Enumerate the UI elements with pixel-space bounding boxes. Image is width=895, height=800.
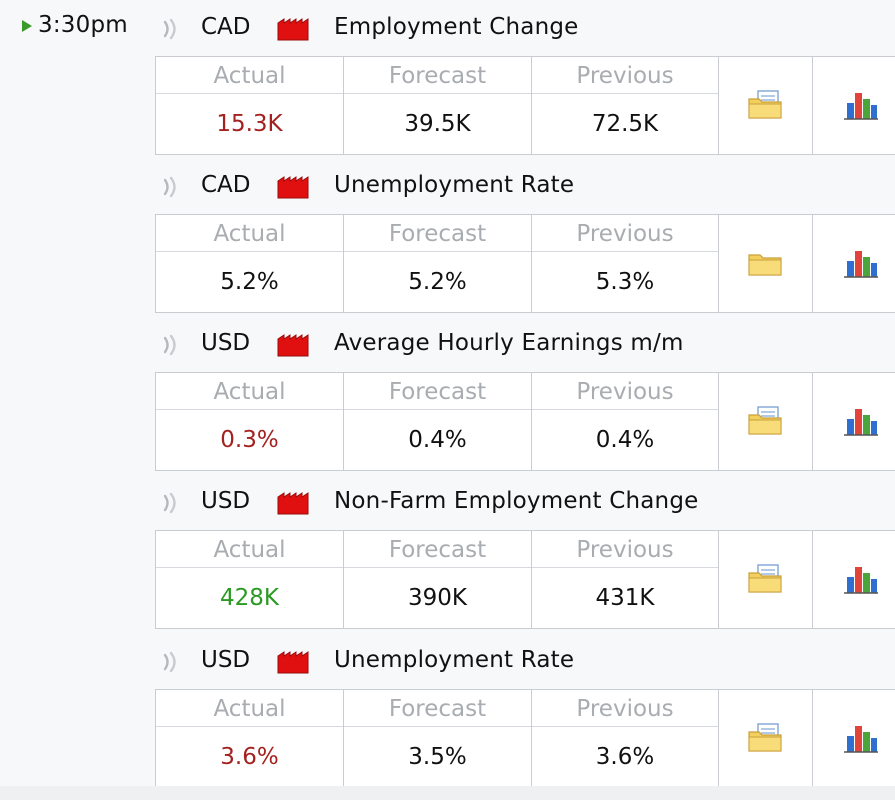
previous-header: Previous (532, 373, 718, 410)
event-values-panel: Actual 0.3% Forecast 0.4% Previous 0.4% (155, 372, 895, 471)
previous-cell: Previous 3.6% (532, 690, 719, 787)
previous-value: 431K (595, 585, 655, 611)
event-values-panel: Actual 428K Forecast 390K Previous 431K (155, 530, 895, 629)
sound-alert-icon[interactable] (161, 492, 181, 514)
bar-chart-icon[interactable] (841, 89, 879, 121)
previous-value: 3.6% (595, 744, 655, 770)
folder-with-document-icon[interactable] (747, 563, 783, 595)
details-cell[interactable] (719, 57, 813, 154)
currency-label: CAD (201, 172, 251, 198)
event-values-panel: Actual 5.2% Forecast 5.2% Previous 5.3% (155, 214, 895, 313)
sound-alert-icon[interactable] (161, 18, 181, 40)
actual-value: 3.6% (220, 744, 279, 770)
sound-alert-icon[interactable] (161, 334, 181, 356)
event-title[interactable]: Average Hourly Earnings m/m (334, 330, 684, 356)
actual-value: 0.3% (220, 427, 279, 453)
bar-chart-icon[interactable] (841, 247, 879, 279)
event-header: USD Non-Farm Employment Change (0, 484, 895, 520)
currency-label: USD (201, 488, 251, 514)
high-impact-icon (277, 17, 309, 41)
forecast-value: 390K (408, 585, 467, 611)
folder-with-document-icon[interactable] (747, 405, 783, 437)
sound-alert-icon[interactable] (161, 176, 181, 198)
actual-header: Actual (156, 373, 343, 410)
folder-with-document-icon[interactable] (747, 722, 783, 754)
actual-value: 428K (220, 585, 279, 611)
details-cell[interactable] (719, 373, 813, 470)
actual-header: Actual (156, 690, 343, 727)
previous-cell: Previous 72.5K (532, 57, 719, 154)
actual-cell: Actual 428K (156, 531, 344, 628)
forecast-value: 5.2% (408, 269, 467, 295)
actual-value: 15.3K (216, 111, 283, 137)
sound-alert-icon[interactable] (161, 651, 181, 673)
forecast-cell: Forecast 39.5K (344, 57, 532, 154)
forecast-value: 0.4% (408, 427, 467, 453)
actual-cell: Actual 15.3K (156, 57, 344, 154)
details-cell[interactable] (719, 690, 813, 787)
forecast-header: Forecast (344, 531, 531, 568)
bar-chart-icon[interactable] (841, 563, 879, 595)
forecast-cell: Forecast 3.5% (344, 690, 532, 787)
previous-cell: Previous 0.4% (532, 373, 719, 470)
event-header: CAD Employment Change (0, 10, 895, 46)
previous-value: 5.3% (595, 269, 655, 295)
folder-icon[interactable] (747, 247, 783, 279)
bar-chart-icon[interactable] (841, 722, 879, 754)
previous-value: 72.5K (591, 111, 659, 137)
actual-header: Actual (156, 531, 343, 568)
previous-header: Previous (532, 531, 718, 568)
previous-header: Previous (532, 57, 718, 94)
previous-header: Previous (532, 690, 718, 727)
currency-label: CAD (201, 14, 251, 40)
actual-cell: Actual 5.2% (156, 215, 344, 312)
chart-cell[interactable] (813, 531, 895, 628)
currency-label: USD (201, 330, 251, 356)
forecast-header: Forecast (344, 215, 531, 252)
play-icon (22, 20, 32, 32)
actual-header: Actual (156, 215, 343, 252)
previous-cell: Previous 5.3% (532, 215, 719, 312)
bar-chart-icon[interactable] (841, 405, 879, 437)
event-header: USD Unemployment Rate (0, 643, 895, 679)
forecast-header: Forecast (344, 57, 531, 94)
chart-cell[interactable] (813, 690, 895, 787)
currency-label: USD (201, 647, 251, 673)
forecast-cell: Forecast 5.2% (344, 215, 532, 312)
high-impact-icon (277, 175, 309, 199)
event-header: CAD Unemployment Rate (0, 168, 895, 204)
chart-cell[interactable] (813, 373, 895, 470)
actual-cell: Actual 3.6% (156, 690, 344, 787)
high-impact-icon (277, 650, 309, 674)
bottom-divider (0, 786, 895, 800)
high-impact-icon (277, 333, 309, 357)
details-cell[interactable] (719, 215, 813, 312)
actual-header: Actual (156, 57, 343, 94)
high-impact-icon (277, 491, 309, 515)
forecast-cell: Forecast 390K (344, 531, 532, 628)
forecast-cell: Forecast 0.4% (344, 373, 532, 470)
folder-with-document-icon[interactable] (747, 89, 783, 121)
event-header: USD Average Hourly Earnings m/m (0, 326, 895, 362)
previous-value: 0.4% (595, 427, 655, 453)
event-values-panel: Actual 3.6% Forecast 3.5% Previous 3.6% (155, 689, 895, 788)
event-title[interactable]: Unemployment Rate (334, 647, 575, 673)
forecast-header: Forecast (344, 690, 531, 727)
event-values-panel: Actual 15.3K Forecast 39.5K Previous 72.… (155, 56, 895, 155)
actual-value: 5.2% (220, 269, 279, 295)
event-title[interactable]: Non-Farm Employment Change (334, 488, 699, 514)
forecast-header: Forecast (344, 373, 531, 410)
previous-cell: Previous 431K (532, 531, 719, 628)
chart-cell[interactable] (813, 215, 895, 312)
forecast-value: 39.5K (404, 111, 471, 137)
event-time: 3:30pm (38, 12, 128, 38)
actual-cell: Actual 0.3% (156, 373, 344, 470)
previous-header: Previous (532, 215, 718, 252)
details-cell[interactable] (719, 531, 813, 628)
forecast-value: 3.5% (408, 744, 467, 770)
event-title[interactable]: Unemployment Rate (334, 172, 575, 198)
chart-cell[interactable] (813, 57, 895, 154)
event-title[interactable]: Employment Change (334, 14, 579, 40)
